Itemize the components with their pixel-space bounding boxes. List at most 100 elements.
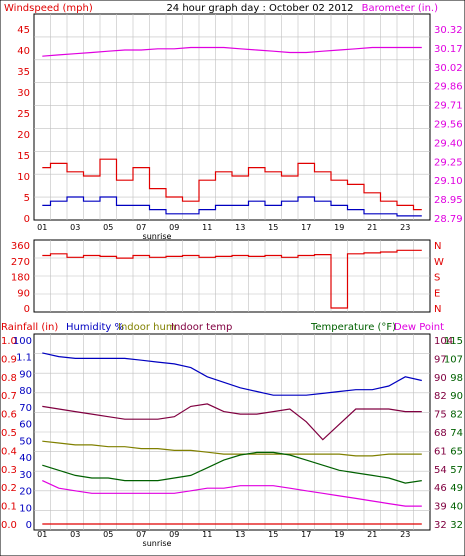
wind-tick-label: 30 xyxy=(17,88,30,99)
compass-tick-label: S xyxy=(434,273,440,284)
humidity-label: Humidity % xyxy=(66,322,124,333)
temp-tick-label: 68 xyxy=(434,428,447,439)
humidity-tick-label: 20 xyxy=(19,487,32,498)
temp-tick-label: 46 xyxy=(434,483,447,494)
x-tick-label: 19 xyxy=(334,530,344,539)
sunrise-label-bottom: sunrise xyxy=(143,539,172,548)
temperature-line xyxy=(42,451,422,484)
compass-tick-label: N xyxy=(434,304,441,315)
temp-tick-label: 39 xyxy=(434,502,447,513)
humidity-tick-label: 10 xyxy=(19,503,32,514)
humidity-tick-label: 70 xyxy=(19,403,32,414)
rainfall-tick-label: 0.2 xyxy=(1,483,17,494)
direction-tick-label: 360 xyxy=(11,241,30,252)
barometer-tick-label: 29.10 xyxy=(434,176,463,187)
dew-tick-label: 74 xyxy=(450,428,463,439)
x-tick-label: 03 xyxy=(70,223,80,232)
x-tick-label: 09 xyxy=(169,223,179,232)
direction-tick-label: 270 xyxy=(11,257,30,268)
humidity-tick-label: 30 xyxy=(19,470,32,481)
compass-tick-label: W xyxy=(434,257,444,268)
rainfall-tick-label: 0.7 xyxy=(1,391,17,402)
temperature-label: Temperature (°F) xyxy=(310,322,396,333)
wind-tick-label: 20 xyxy=(17,130,30,141)
x-tick-label: 23 xyxy=(400,223,410,232)
barometer-tick-label: 28.79 xyxy=(434,214,463,225)
direction-line xyxy=(42,249,422,309)
temp-tick-label: 97 xyxy=(434,354,447,365)
x-tick-label: 21 xyxy=(367,530,377,539)
dew-tick-label: 40 xyxy=(450,502,463,513)
x-tick-label: 07 xyxy=(136,223,146,232)
rainfall-tick-label: 0.8 xyxy=(1,373,17,384)
rainfall-tick-label: 0.1 xyxy=(1,502,17,513)
temp-tick-label: 82 xyxy=(434,391,447,402)
x-tick-label: 13 xyxy=(235,223,245,232)
dew-tick-label: 107 xyxy=(444,354,463,365)
temp-tick-label: 90 xyxy=(434,373,447,384)
direction-tick-label: 0 xyxy=(24,304,30,315)
humidity-tick-label: 80 xyxy=(19,386,32,397)
rainfall-tick-label: 0.4 xyxy=(1,446,17,457)
x-tick-label: 13 xyxy=(235,530,245,539)
barometer-line xyxy=(42,46,422,57)
x-tick-label: 19 xyxy=(334,223,344,232)
temp-tick-label: 61 xyxy=(434,446,447,457)
direction-tick-label: 180 xyxy=(11,273,30,284)
wind-tick-label: 35 xyxy=(17,67,30,78)
humidity-tick-label: 40 xyxy=(19,453,32,464)
x-tick-label: 17 xyxy=(301,223,311,232)
indoor-hum-label: Indoor hum xyxy=(118,322,176,333)
x-tick-label: 09 xyxy=(169,530,179,539)
rainfall-tick-label: 1.0 xyxy=(1,336,17,347)
barometer-tick-label: 29.25 xyxy=(434,157,463,168)
barometer-tick-label: 29.40 xyxy=(434,138,463,149)
wind-tick-label: 0 xyxy=(24,214,30,225)
x-tick-label: 15 xyxy=(268,530,278,539)
indoor-temp-label: Indoor temp xyxy=(171,322,232,333)
wind-tick-label: 45 xyxy=(17,25,30,36)
dew-tick-label: 32 xyxy=(450,520,463,531)
x-tick-label: 05 xyxy=(103,223,113,232)
barometer-tick-label: 30.02 xyxy=(434,63,463,74)
barometer-tick-label: 28.95 xyxy=(434,195,463,206)
humidity-line xyxy=(42,352,422,396)
rainfall-tick-label: 0.3 xyxy=(1,465,17,476)
dew_point-line xyxy=(42,480,422,507)
x-tick-label: 07 xyxy=(136,530,146,539)
dew-tick-label: 82 xyxy=(450,410,463,421)
humidity-tick-label: 1.1 xyxy=(16,353,32,364)
x-tick-label: 11 xyxy=(202,223,212,232)
rainfall-tick-label: 0.9 xyxy=(1,354,17,365)
rainfall-tick-label: 0.6 xyxy=(1,410,17,421)
humidity-tick-label: 60 xyxy=(19,420,32,431)
barometer-tick-label: 29.86 xyxy=(434,82,463,93)
wind_gust-line xyxy=(42,158,422,211)
wind-tick-label: 5 xyxy=(24,193,30,204)
rainfall-tick-label: 0.0 xyxy=(1,520,17,531)
dew-tick-label: 57 xyxy=(450,465,463,476)
graph-title: 24 hour graph day : October 02 2012 xyxy=(166,3,353,14)
x-tick-label: 01 xyxy=(37,530,47,539)
windspeed-axis-label: Windspeed (mph) xyxy=(4,3,93,14)
sunrise-label-top: sunrise xyxy=(143,232,172,241)
wind-tick-label: 25 xyxy=(17,109,30,120)
barometer-tick-label: 30.32 xyxy=(434,25,463,36)
temp-tick-label: 54 xyxy=(434,465,447,476)
x-tick-label: 21 xyxy=(367,223,377,232)
barometer-axis-label: Barometer (in.) xyxy=(362,3,438,14)
temp-tick-label: 104 xyxy=(434,336,453,347)
dew-tick-label: 90 xyxy=(450,391,463,402)
dew-point-label: Dew Point xyxy=(394,322,444,333)
wind-tick-label: 15 xyxy=(17,151,30,162)
x-tick-label: 15 xyxy=(268,223,278,232)
compass-tick-label: E xyxy=(434,288,440,299)
direction-tick-label: 90 xyxy=(17,288,30,299)
x-tick-label: 01 xyxy=(37,223,47,232)
barometer-tick-label: 29.71 xyxy=(434,101,463,112)
x-tick-label: 17 xyxy=(301,530,311,539)
dew-tick-label: 98 xyxy=(450,373,463,384)
dew-tick-label: 115 xyxy=(444,336,463,347)
rainfall-tick-label: 0.5 xyxy=(1,428,17,439)
